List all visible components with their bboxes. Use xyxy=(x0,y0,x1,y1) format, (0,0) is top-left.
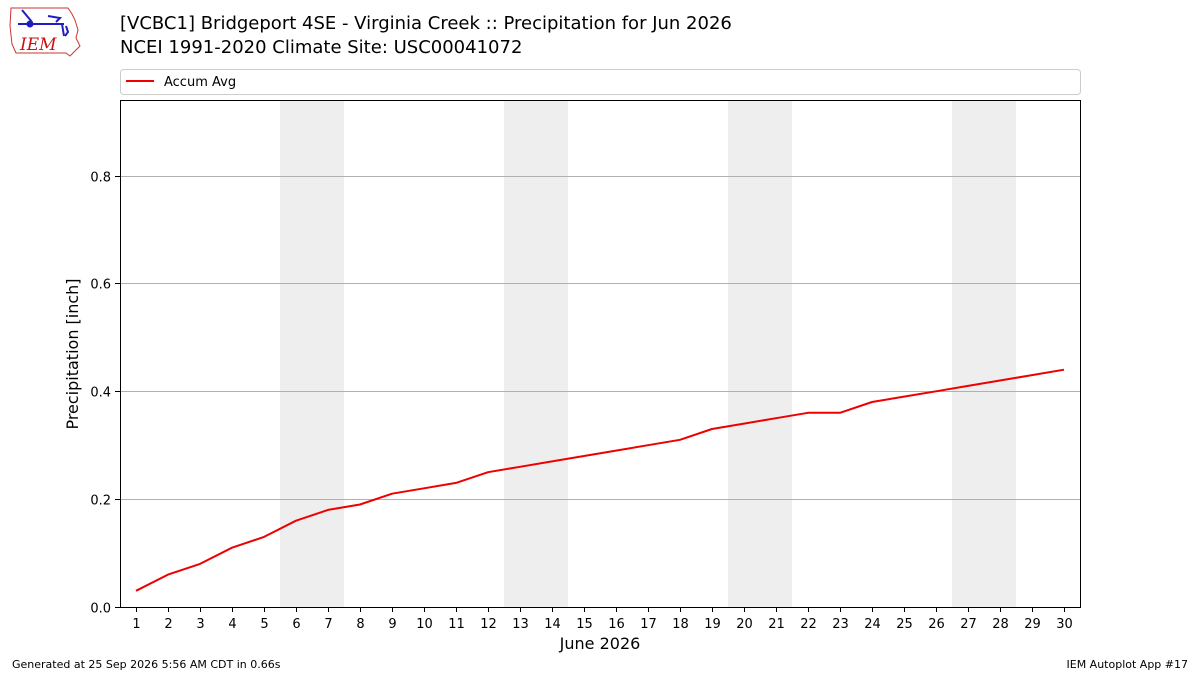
x-tick-label: 28 xyxy=(992,617,1009,632)
y-axis-label: Precipitation [inch] xyxy=(63,278,82,429)
x-tick-label: 29 xyxy=(1024,617,1041,632)
x-tick-label: 26 xyxy=(928,617,945,632)
weekend-shade-1 xyxy=(504,100,568,607)
weekend-shading xyxy=(280,100,1016,607)
x-axis-ticks: 1 2 3 4 5 6 7 8 9 10 11 12 13 14 15 16 17 18 19 20 21 22 23 24 2… xyxy=(132,607,1073,632)
x-tick-label: 7 xyxy=(324,617,332,632)
iem-logo: IEM xyxy=(9,7,81,57)
x-tick-label: 6 xyxy=(292,617,300,632)
x-tick-label: 25 xyxy=(896,617,913,632)
x-tick-label: 22 xyxy=(800,617,817,632)
y-gridlines xyxy=(120,176,1080,500)
x-tick-label: 14 xyxy=(544,617,561,632)
x-tick-label: 2 xyxy=(164,617,172,632)
legend-entry: Accum Avg xyxy=(164,75,236,90)
x-tick-label: 12 xyxy=(480,617,497,632)
x-tick-label: 30 xyxy=(1056,617,1073,632)
x-tick-label: 15 xyxy=(576,617,593,632)
legend-box xyxy=(120,69,1081,95)
chart-title: [VCBC1] Bridgeport 4SE - Virginia Creek … xyxy=(120,13,732,34)
plot-frame xyxy=(120,100,1081,608)
x-tick-label: 8 xyxy=(356,617,364,632)
x-tick-label: 11 xyxy=(448,617,465,632)
x-tick-label: 3 xyxy=(196,617,204,632)
y-tick-label: 0.6 xyxy=(90,278,111,293)
x-tick-label: 23 xyxy=(832,617,849,632)
x-tick-label: 24 xyxy=(864,617,881,632)
generated-timestamp: Generated at 25 Sep 2026 5:56 AM CDT in … xyxy=(12,658,281,671)
x-axis-label: June 2026 xyxy=(559,634,641,653)
logo-text: IEM xyxy=(19,35,57,55)
weekend-shade-3 xyxy=(952,100,1016,607)
data-series xyxy=(135,368,1065,592)
x-tick-label: 18 xyxy=(672,617,689,632)
y-tick-label: 0.2 xyxy=(90,494,111,509)
chart-subtitle: NCEI 1991-2020 Climate Site: USC00041072 xyxy=(120,37,523,58)
y-tick-label: 0.0 xyxy=(90,602,111,617)
app-label: IEM Autoplot App #17 xyxy=(1066,658,1189,671)
x-tick-label: 9 xyxy=(388,617,396,632)
x-tick-label: 19 xyxy=(704,617,721,632)
y-axis-ticks: 0.0 0.2 0.4 0.6 0.8 xyxy=(90,171,120,617)
weekend-shade-2 xyxy=(728,100,792,607)
iowa-outline-icon xyxy=(9,7,81,57)
series-line-accum-avg xyxy=(135,368,1065,592)
x-tick-label: 20 xyxy=(736,617,753,632)
x-tick-label: 27 xyxy=(960,617,977,632)
x-tick-label: 4 xyxy=(228,617,236,632)
x-tick-label: 5 xyxy=(260,617,268,632)
x-tick-label: 10 xyxy=(416,617,433,632)
weather-station-icon xyxy=(18,9,70,37)
y-tick-label: 0.8 xyxy=(90,171,111,186)
x-tick-label: 21 xyxy=(768,617,785,632)
x-tick-label: 17 xyxy=(640,617,657,632)
y-tick-label: 0.4 xyxy=(90,386,111,401)
x-tick-label: 16 xyxy=(608,617,625,632)
x-tick-label: 13 xyxy=(512,617,529,632)
legend: Accum Avg xyxy=(120,69,1081,95)
x-tick-label: 1 xyxy=(132,617,140,632)
